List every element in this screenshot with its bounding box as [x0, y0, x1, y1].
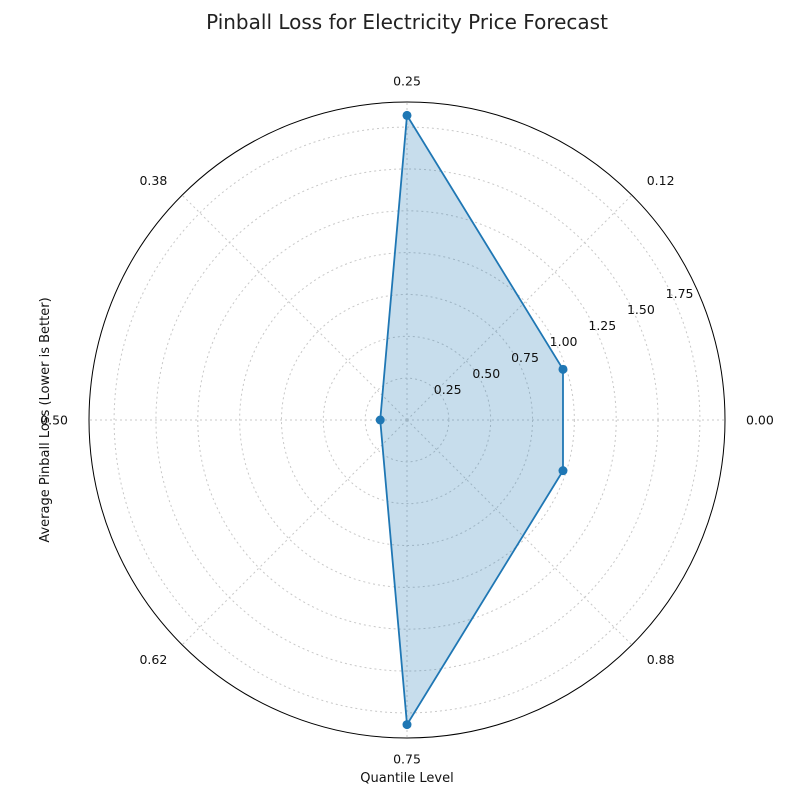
angle-tick-label: 0.62: [139, 652, 167, 667]
grid: [88, 101, 726, 739]
radial-tick-label: 1.50: [627, 302, 655, 317]
grid-spoke-1: [406, 194, 633, 421]
grid-circle-4: [197, 210, 617, 630]
radial-tick-label: 1.25: [588, 318, 616, 333]
angle-tick-label: 0.00: [746, 413, 774, 428]
series-area: [380, 115, 563, 725]
angle-tick-label: 0.75: [393, 752, 421, 767]
grid-circle-6: [113, 126, 701, 714]
x-axis-label: Quantile Level: [360, 771, 453, 786]
grid-spoke-5: [181, 419, 408, 646]
grid-circle-1: [322, 335, 492, 505]
data-point-3: [402, 720, 412, 730]
radial-tick-label: 0.25: [434, 382, 462, 397]
data-point-1: [402, 110, 412, 120]
chart-title: Pinball Loss for Electricity Price Forec…: [206, 10, 608, 34]
angle-tick-label: 0.38: [139, 173, 167, 188]
grid-circle-3: [239, 252, 575, 588]
grid-spoke-7: [406, 419, 633, 646]
data-point-4: [558, 466, 568, 476]
series-line: [379, 112, 564, 728]
y-axis-label: Average Pinball Loss (Lower is Better): [38, 297, 53, 542]
data-series: [375, 110, 568, 730]
data-point-2: [375, 415, 385, 425]
radial-tick-label: 0.75: [511, 350, 539, 365]
data-point-0: [558, 364, 568, 374]
radial-tick-label: 1.00: [550, 334, 578, 349]
tick-labels: 0.00 0.12 0.25 0.38 0.50 0.62 0.75 0.88 0.25 0.50…: [40, 74, 774, 767]
angle-tick-label: 0.12: [647, 173, 675, 188]
grid-spoke-3: [181, 194, 408, 421]
radial-tick-label: 1.75: [666, 286, 694, 301]
angle-tick-label: 0.88: [647, 652, 675, 667]
radial-tick-label: 0.50: [472, 366, 500, 381]
outer-frame: [88, 101, 726, 739]
angle-tick-label: 0.25: [393, 74, 421, 89]
angle-tick-label: 0.50: [40, 413, 68, 428]
